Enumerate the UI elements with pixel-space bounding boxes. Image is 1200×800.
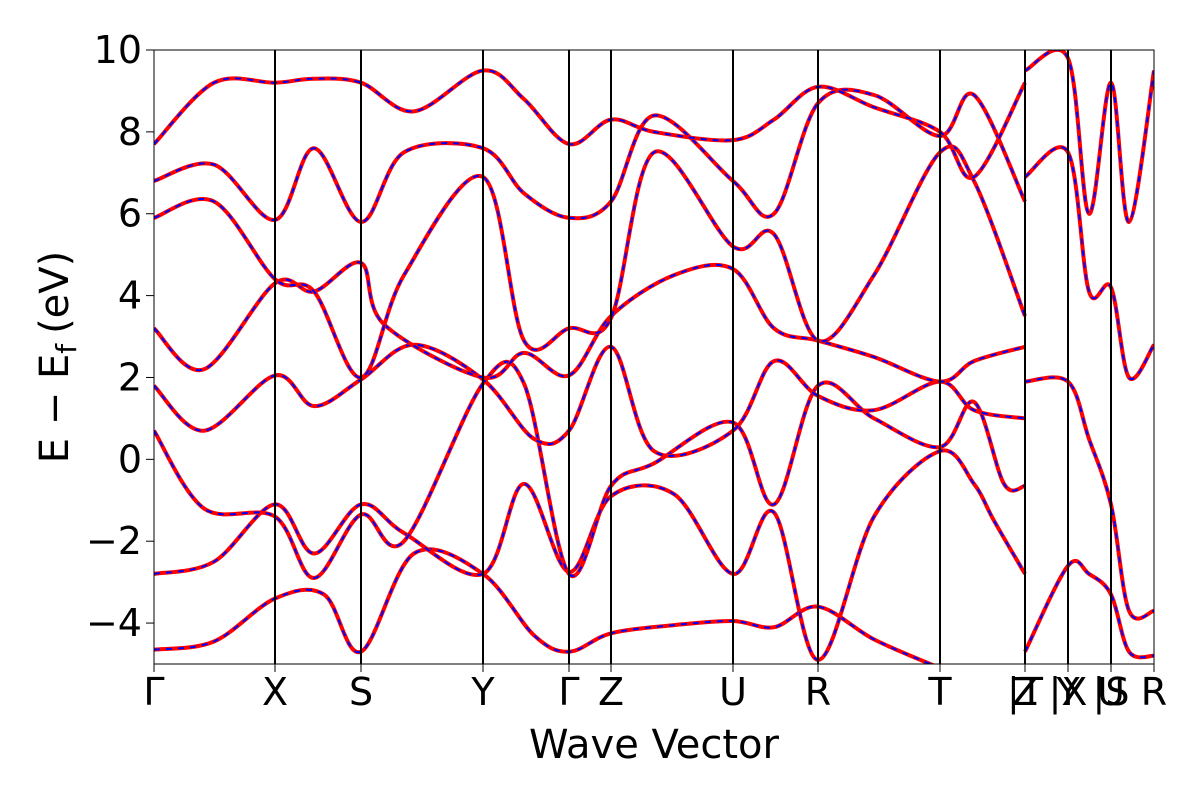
y-tick-label: 8	[118, 110, 142, 154]
x-tick-label: S	[349, 670, 373, 714]
band-line-blue	[154, 69, 1026, 179]
band-line-red	[154, 547, 936, 664]
band-line-red	[154, 87, 1027, 224]
x-tick-label: |S	[1093, 670, 1130, 715]
band-line-blue	[154, 548, 933, 664]
x-tick-label: Y	[470, 670, 495, 714]
y-axis: −4 −2 0 2 4 6 8 10	[86, 28, 154, 645]
x-tick-label: U	[1097, 670, 1125, 714]
band-line-red	[154, 68, 1027, 180]
y-tick-label: 10	[94, 28, 142, 72]
x-tick-label: X	[262, 670, 288, 714]
bands-layer	[154, 50, 1154, 664]
y-tick-label: 0	[118, 437, 142, 481]
x-axis: Γ X S Y Γ Z U R T Z|T Y|X U|S R	[143, 664, 1167, 715]
band-line-blue	[154, 449, 1026, 661]
band-line-blue	[1024, 376, 1154, 620]
y-tick-label: 6	[118, 192, 142, 236]
band-line-red	[1024, 50, 1154, 224]
x-tick-label: |T	[1007, 670, 1044, 715]
x-tick-label: Z	[598, 670, 624, 714]
y-axis-label-subscript: f	[50, 343, 83, 354]
x-tick-label: Z	[1012, 670, 1038, 714]
band-line-red	[154, 342, 1026, 458]
plot-frame	[153, 49, 1155, 665]
band-line-blue	[154, 343, 1026, 457]
y-tick-label: 4	[118, 274, 142, 318]
band-line-blue	[1024, 559, 1154, 659]
high-symmetry-lines	[274, 50, 1112, 664]
x-tick-label: R	[1141, 670, 1167, 714]
band-line-blue	[1024, 146, 1154, 381]
x-tick-label: |X	[1049, 670, 1088, 715]
x-axis-label: Wave Vector	[529, 722, 780, 768]
x-tick-label: U	[719, 670, 747, 714]
x-tick-label: T	[927, 670, 952, 714]
y-tick-label: −4	[86, 601, 142, 645]
band-line-red	[154, 448, 1027, 662]
band-line-blue	[154, 261, 1026, 383]
y-axis-label: E − Ef (eV)	[32, 251, 83, 464]
x-tick-label: R	[805, 670, 831, 714]
x-tick-label: Γ	[558, 670, 579, 714]
band-line-red	[154, 144, 1027, 380]
band-line-red	[1023, 145, 1154, 382]
y-axis-label-main: E − E	[32, 354, 78, 464]
y-axis-label-unit: (eV)	[32, 251, 78, 334]
x-tick-label: Y	[1055, 670, 1080, 714]
band-line-blue	[154, 360, 1026, 580]
y-tick-label: 2	[118, 355, 142, 399]
band-line-blue	[154, 88, 1026, 223]
band-line-red	[154, 260, 1026, 384]
band-line-blue	[154, 145, 1026, 379]
x-tick-label: Γ	[143, 670, 164, 714]
y-tick-label: −2	[86, 519, 142, 563]
band-line-red	[1024, 375, 1154, 621]
